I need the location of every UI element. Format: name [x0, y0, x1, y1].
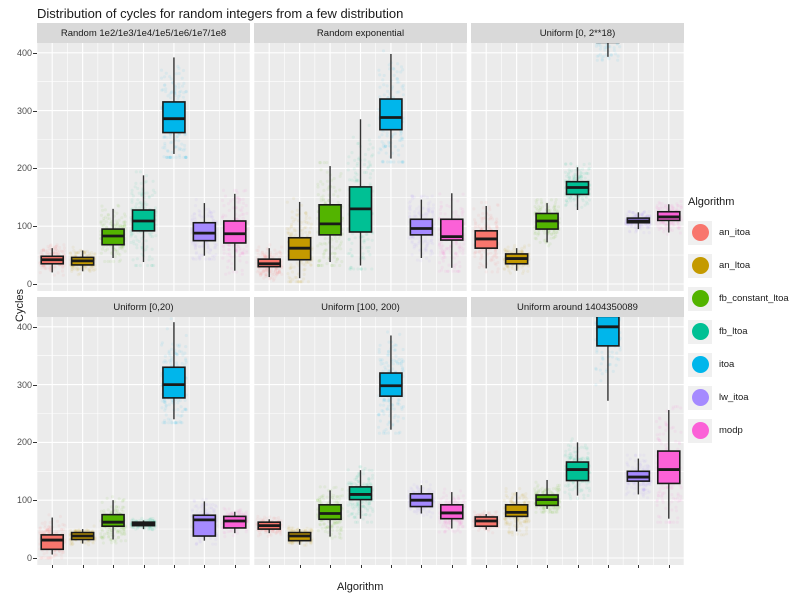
legend-swatch-fb_ltoa: [691, 323, 709, 340]
legend-label: an_itoa: [719, 227, 751, 238]
y-tick-label: 300: [16, 105, 32, 116]
x-tick-mark: [668, 565, 670, 568]
x-tick-mark: [113, 565, 115, 568]
facet-strip: Uniform [0,20): [37, 297, 250, 317]
y-tick-label: 100: [16, 221, 32, 232]
legend-key: [688, 418, 712, 443]
legend-label: fb_constant_ltoa: [719, 293, 789, 304]
y-tick-label: 0: [26, 553, 32, 563]
legend-label: an_ltoa: [719, 260, 751, 271]
x-tick-mark: [299, 565, 301, 568]
chart-title: Distribution of cycles for random intege…: [37, 6, 404, 21]
y-tick-mark: [33, 384, 37, 386]
y-tick-mark: [33, 226, 37, 228]
y-tick-label: 300: [16, 379, 32, 390]
legend-key: [688, 253, 712, 278]
y-tick-mark: [33, 442, 37, 444]
legend-entry: fb_constant_ltoa: [688, 282, 798, 315]
y-tick-label: 0: [26, 279, 32, 289]
legend-entry: fb_ltoa: [688, 315, 798, 348]
facet-panel: [37, 317, 250, 565]
x-axis-title: Algorithm: [337, 581, 384, 593]
y-tick-mark: [33, 558, 37, 559]
facet-strip: Uniform [100, 200): [254, 297, 467, 317]
legend-swatch-fb_constant_ltoa: [691, 290, 709, 307]
y-tick-mark: [33, 168, 37, 170]
x-tick-mark: [638, 565, 640, 568]
facet-panel: [37, 43, 250, 291]
x-tick-mark: [486, 565, 488, 568]
y-tick-label: 400: [16, 47, 32, 58]
legend-key: [688, 220, 712, 245]
legend-swatch-modp: [691, 422, 709, 439]
legend-label: modp: [719, 425, 743, 436]
legend-title: Algorithm: [688, 196, 735, 208]
x-tick-mark: [330, 565, 332, 568]
legend-label: fb_ltoa: [719, 326, 748, 337]
legend-entry: modp: [688, 414, 798, 447]
facet-strip: Uniform around 1404350089: [471, 297, 684, 317]
legend: Algorithm an_itoa an_ltoa fb_constant_ltoa…: [688, 196, 798, 447]
legend-swatch-an_itoa: [691, 224, 709, 241]
x-tick-mark: [204, 565, 206, 568]
facet-panel: [254, 43, 467, 291]
y-tick-mark: [33, 52, 37, 54]
legend-swatch-an_ltoa: [691, 257, 709, 274]
x-tick-mark: [516, 565, 518, 568]
x-tick-mark: [143, 565, 145, 568]
x-tick-mark: [82, 565, 84, 568]
x-tick-mark: [173, 565, 175, 568]
facet-strip: Random exponential: [254, 23, 467, 43]
y-tick-label: 400: [16, 321, 32, 332]
y-axis-title: Cycles: [14, 288, 26, 322]
x-tick-mark: [269, 565, 271, 568]
y-tick-label: 100: [16, 495, 32, 506]
x-tick-mark: [234, 565, 236, 568]
x-tick-mark: [421, 565, 423, 568]
legend-entry: an_itoa: [688, 216, 798, 249]
y-tick-mark: [33, 326, 37, 328]
legend-label: itoa: [719, 359, 735, 370]
x-tick-mark: [360, 565, 362, 568]
facet-panel: [254, 317, 467, 565]
x-tick-mark: [547, 565, 549, 568]
x-tick-mark: [607, 565, 609, 568]
legend-swatch-itoa: [691, 356, 709, 373]
x-tick-mark: [451, 565, 453, 568]
legend-swatch-lw_itoa: [691, 389, 709, 406]
facet-panel: [471, 43, 684, 291]
facet-strip: Random 1e2/1e3/1e4/1e5/1e6/1e7/1e8: [37, 23, 250, 43]
facet-strip: Uniform [0, 2**18): [471, 23, 684, 43]
legend-entry: lw_itoa: [688, 381, 798, 414]
legend-key: [688, 286, 712, 311]
x-tick-mark: [390, 565, 392, 568]
facet-panel: [471, 317, 684, 565]
legend-key: [688, 319, 712, 344]
x-tick-mark: [577, 565, 579, 568]
y-tick-mark: [33, 500, 37, 502]
y-tick-label: 200: [16, 437, 32, 448]
legend-entry: itoa: [688, 348, 798, 381]
legend-key: [688, 352, 712, 377]
y-tick-mark: [33, 110, 37, 112]
legend-key: [688, 385, 712, 410]
x-tick-mark: [52, 565, 54, 568]
legend-entry: an_ltoa: [688, 249, 798, 282]
legend-label: lw_itoa: [719, 392, 749, 403]
y-tick-mark: [33, 284, 37, 285]
y-tick-label: 200: [16, 163, 32, 174]
